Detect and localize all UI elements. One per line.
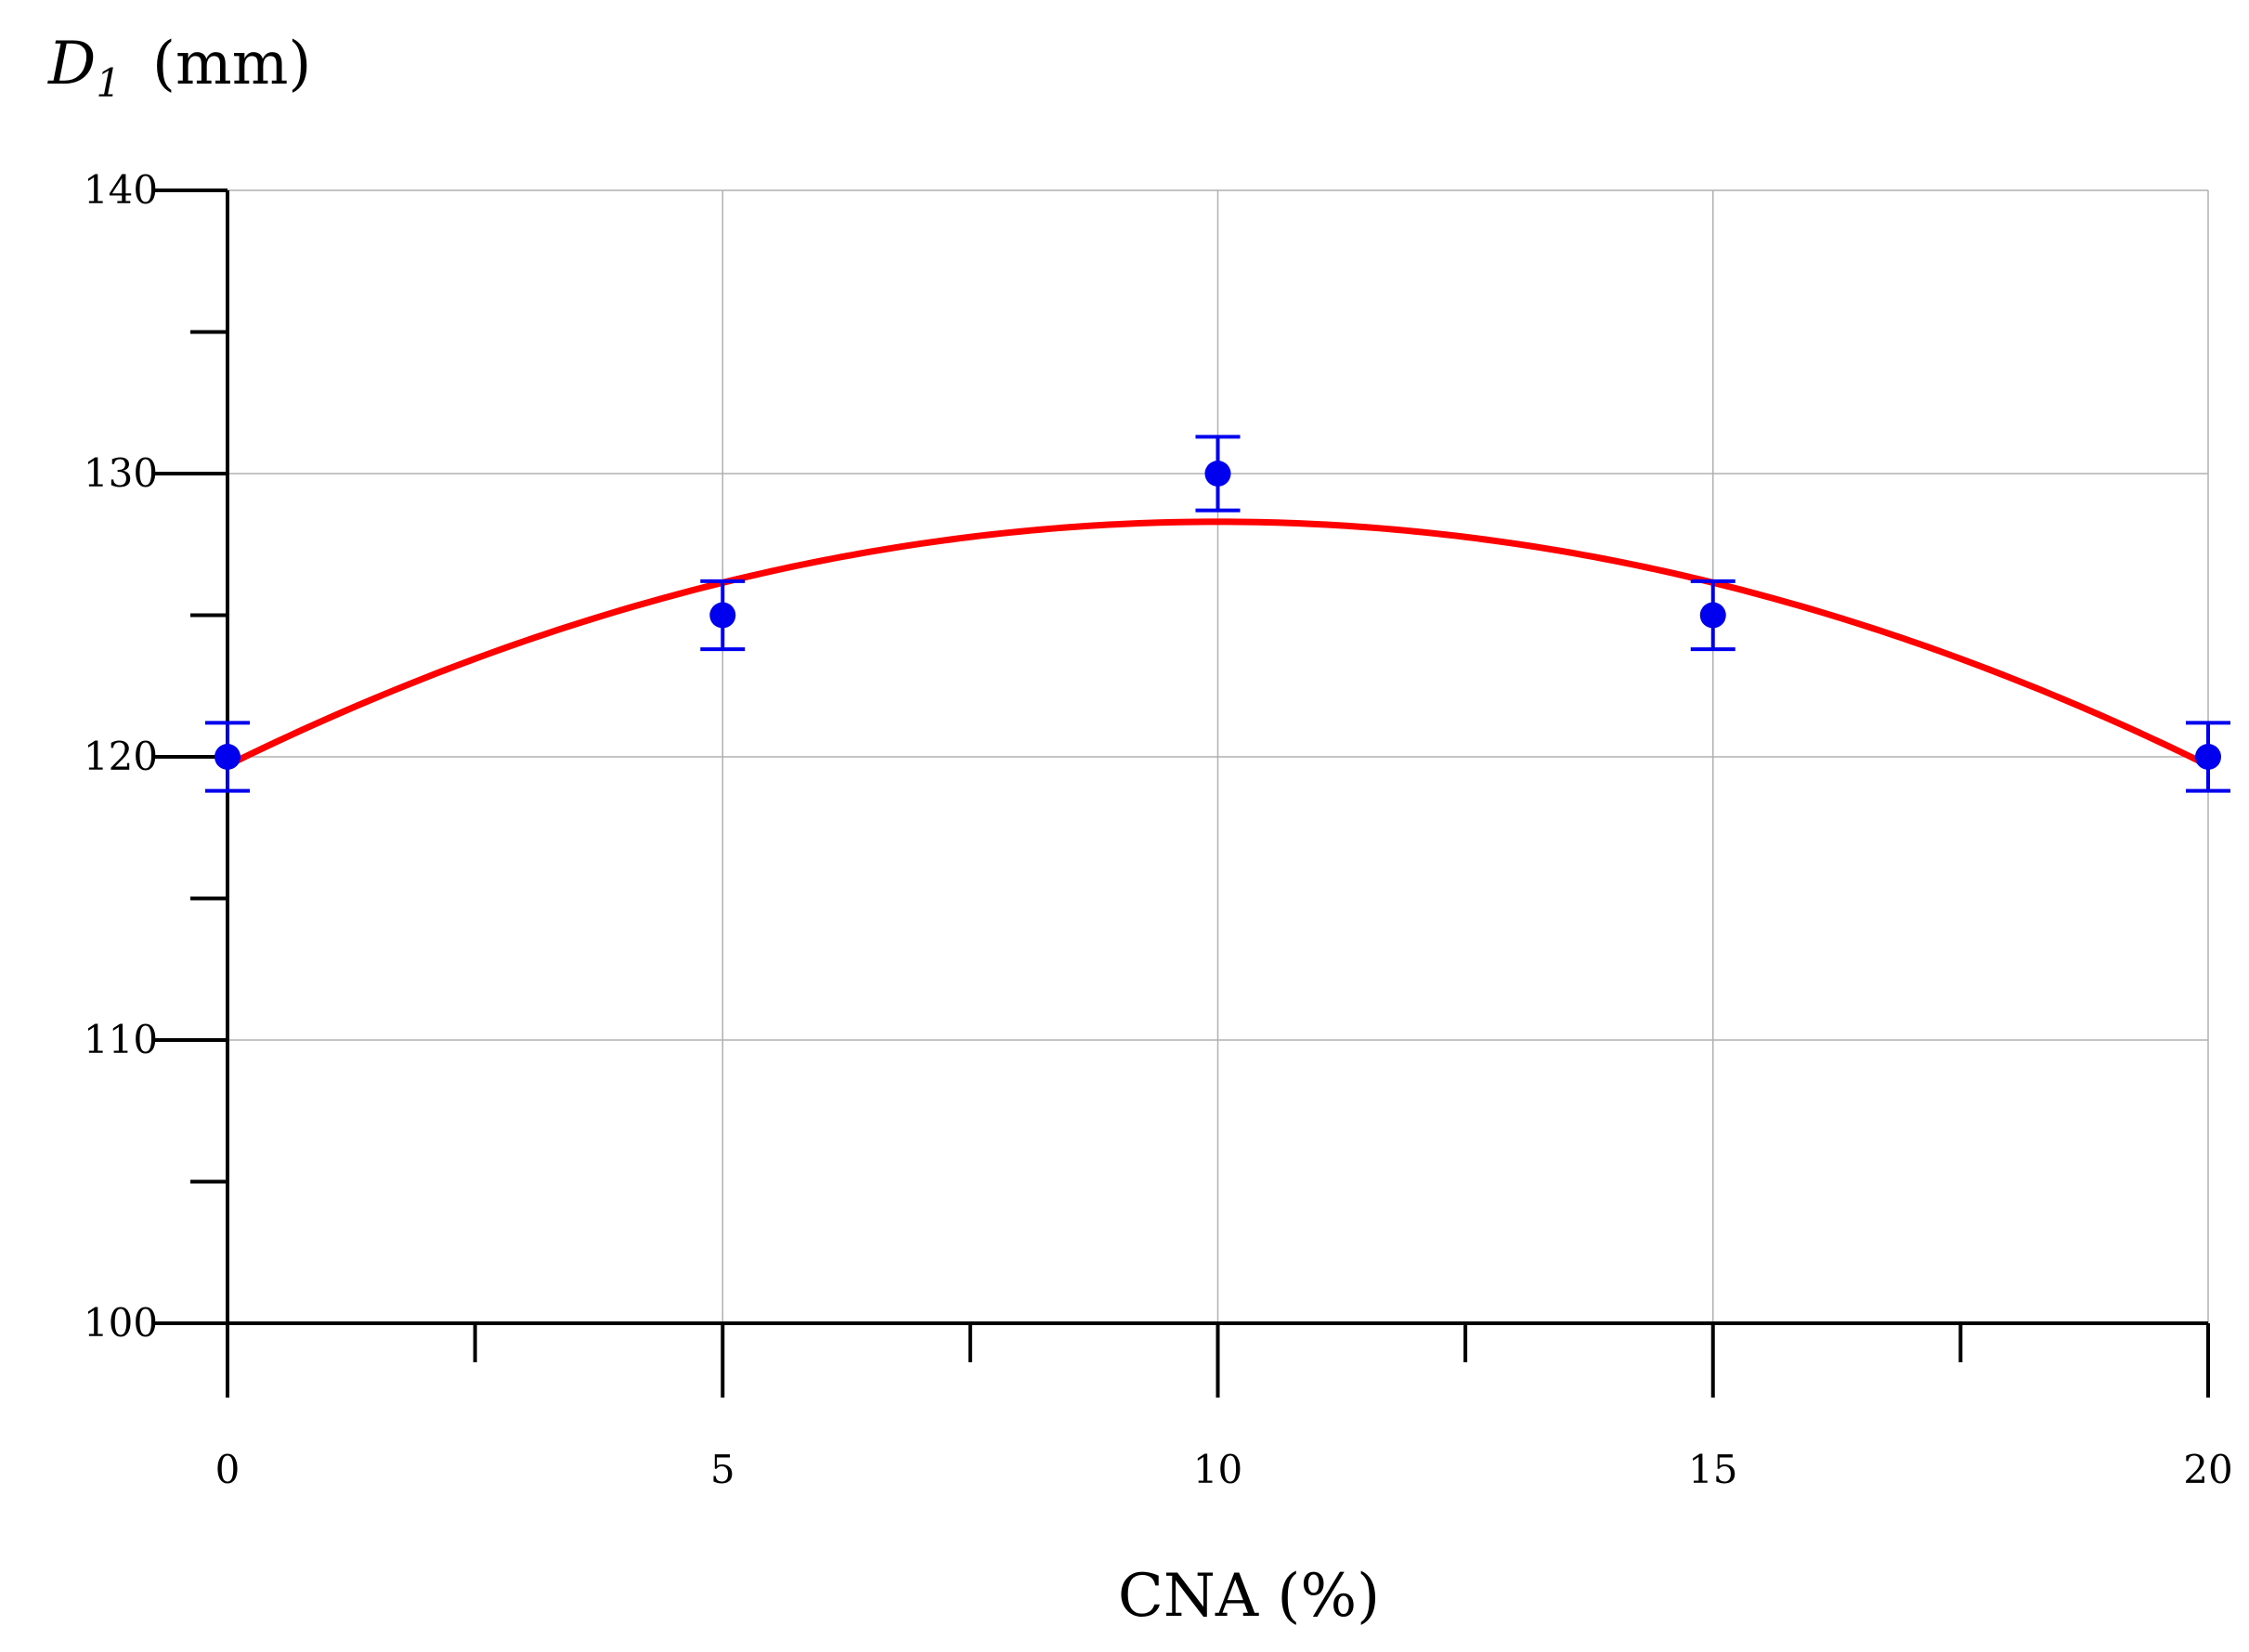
data-point [709, 602, 736, 629]
y-tick-label: 120 [84, 734, 158, 779]
y-axis-title: D1 (mm) [47, 30, 311, 106]
y-tick-label: 110 [84, 1017, 158, 1062]
data-point-group [700, 579, 746, 652]
y-tick-label: 140 [84, 167, 158, 213]
y-axis-title-sub: 1 [96, 60, 121, 106]
fit-curve [224, 518, 2212, 769]
data-point [2195, 744, 2221, 770]
data-point-group [205, 721, 250, 793]
x-tick-label: 0 [215, 1447, 240, 1492]
data-point [1204, 461, 1231, 487]
x-axis-title: CNA (%) [1118, 1562, 1380, 1631]
ticks [155, 189, 2210, 1398]
y-tick-label: 100 [84, 1300, 158, 1346]
data-point [1699, 602, 1726, 629]
x-tick-label: 20 [2183, 1447, 2232, 1492]
y-axis-title-main: D [47, 30, 96, 98]
data-point [214, 744, 240, 770]
tick-labels: 100 110 120 130 140 0 5 10 15 20 [84, 167, 2233, 1492]
x-tick-label: 5 [710, 1447, 735, 1492]
x-tick-label: 15 [1688, 1447, 1737, 1492]
y-tick-label: 130 [84, 450, 158, 496]
points-layer [205, 435, 2230, 793]
grid [228, 189, 2209, 1323]
x-tick-label: 10 [1193, 1447, 1242, 1492]
y-axis-title-unit: (mm) [152, 30, 311, 98]
data-point-group [1690, 579, 1736, 652]
data-point-group [2186, 721, 2230, 793]
data-point-group [1195, 435, 1241, 513]
fit-layer [224, 518, 2212, 769]
